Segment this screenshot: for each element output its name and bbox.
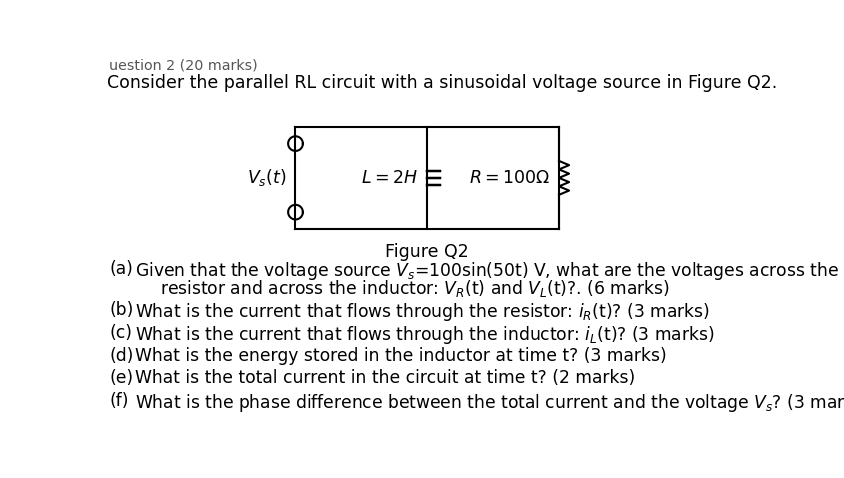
Text: resistor and across the inductor: $V_R$(t) and $V_L$(t)?. (6 marks): resistor and across the inductor: $V_R$(… [160,279,669,300]
Text: (b): (b) [110,301,133,319]
Text: What is the total current in the circuit at time t? (2 marks): What is the total current in the circuit… [135,369,635,387]
Text: Figure Q2: Figure Q2 [385,243,468,261]
Text: (e): (e) [110,369,133,387]
Text: $R = 100\Omega$: $R = 100\Omega$ [468,169,549,187]
Text: What is the current that flows through the resistor: $i_R$(t)? (3 marks): What is the current that flows through t… [135,301,709,323]
Text: (f): (f) [110,392,129,410]
Text: What is the phase difference between the total current and the voltage $V_s$? (3: What is the phase difference between the… [135,392,844,414]
Text: uestion 2 (20 marks): uestion 2 (20 marks) [110,59,258,73]
Text: Given that the voltage source $V_s$=100sin(50t) V, what are the voltages across : Given that the voltage source $V_s$=100s… [135,260,838,282]
Text: (d): (d) [110,347,133,365]
Text: (a): (a) [110,260,133,278]
Text: $V_s(t)$: $V_s(t)$ [246,167,286,188]
Text: What is the energy stored in the inductor at time t? (3 marks): What is the energy stored in the inducto… [135,347,666,365]
Text: (c): (c) [110,324,133,342]
Text: Consider the parallel RL circuit with a sinusoidal voltage source in Figure Q2.: Consider the parallel RL circuit with a … [107,74,776,91]
Text: What is the current that flows through the inductor: $i_L$(t)? (3 marks): What is the current that flows through t… [135,324,714,346]
Text: $L = 2H$: $L = 2H$ [361,169,418,187]
